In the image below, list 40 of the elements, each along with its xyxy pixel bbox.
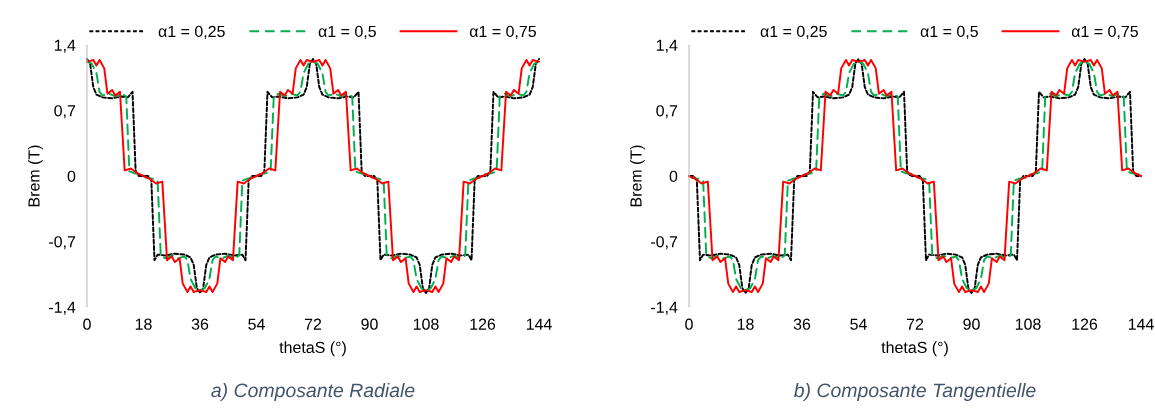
y-tick-label: 0,7 [656, 105, 678, 119]
legend-label: α1 = 0,75 [1071, 25, 1138, 39]
x-tick-label: 108 [1015, 318, 1041, 330]
x-tick-label: 18 [135, 318, 152, 330]
text: a) Composante Radiale [211, 382, 415, 402]
x-tick-label: 0 [83, 318, 91, 330]
legend-label: α1 = 0,75 [469, 25, 536, 39]
y-tick-label: 1,4 [656, 39, 678, 53]
x-tick-label: 18 [737, 318, 754, 330]
x-tick-label: 144 [1128, 318, 1154, 330]
y-axis-title: Brem (T) [629, 145, 645, 207]
y-tick-label: 0 [67, 170, 76, 182]
x-axis-title: thetaS (°) [279, 341, 346, 357]
x-tick-label: 0 [685, 318, 693, 330]
x-tick-label: 90 [963, 318, 980, 330]
y-axis-title: Brem (T) [27, 145, 43, 207]
x-tick-label: 126 [1072, 318, 1098, 330]
y-tick-label: 0,7 [54, 105, 76, 119]
y-tick-label: -0,7 [49, 236, 76, 250]
legend-label: α1 = 0,5 [318, 25, 376, 39]
x-tick-label: 90 [361, 318, 378, 330]
y-tick-label: -1,4 [49, 301, 76, 315]
x-axis-title: thetaS (°) [881, 341, 948, 357]
y-tick-label: -0,7 [651, 236, 678, 250]
x-tick-label: 54 [248, 318, 265, 330]
x-tick-label: 36 [191, 318, 209, 330]
x-tick-label: 54 [850, 318, 867, 330]
legend-label: α1 = 0,5 [920, 25, 978, 39]
legend-label: α1 = 0,25 [158, 25, 225, 39]
x-tick-label: 108 [413, 318, 439, 330]
x-tick-label: 36 [793, 318, 811, 330]
y-tick-label: -1,4 [651, 301, 678, 315]
x-tick-label: 72 [906, 318, 924, 330]
x-tick-label: 126 [470, 318, 496, 330]
y-tick-label: 1,4 [54, 39, 76, 53]
x-tick-label: 72 [304, 318, 322, 330]
legend-label: α1 = 0,25 [760, 25, 827, 39]
text: b) Composante Tangentielle [794, 382, 1036, 402]
y-tick-label: 0 [669, 170, 678, 182]
x-tick-label: 144 [526, 318, 552, 330]
